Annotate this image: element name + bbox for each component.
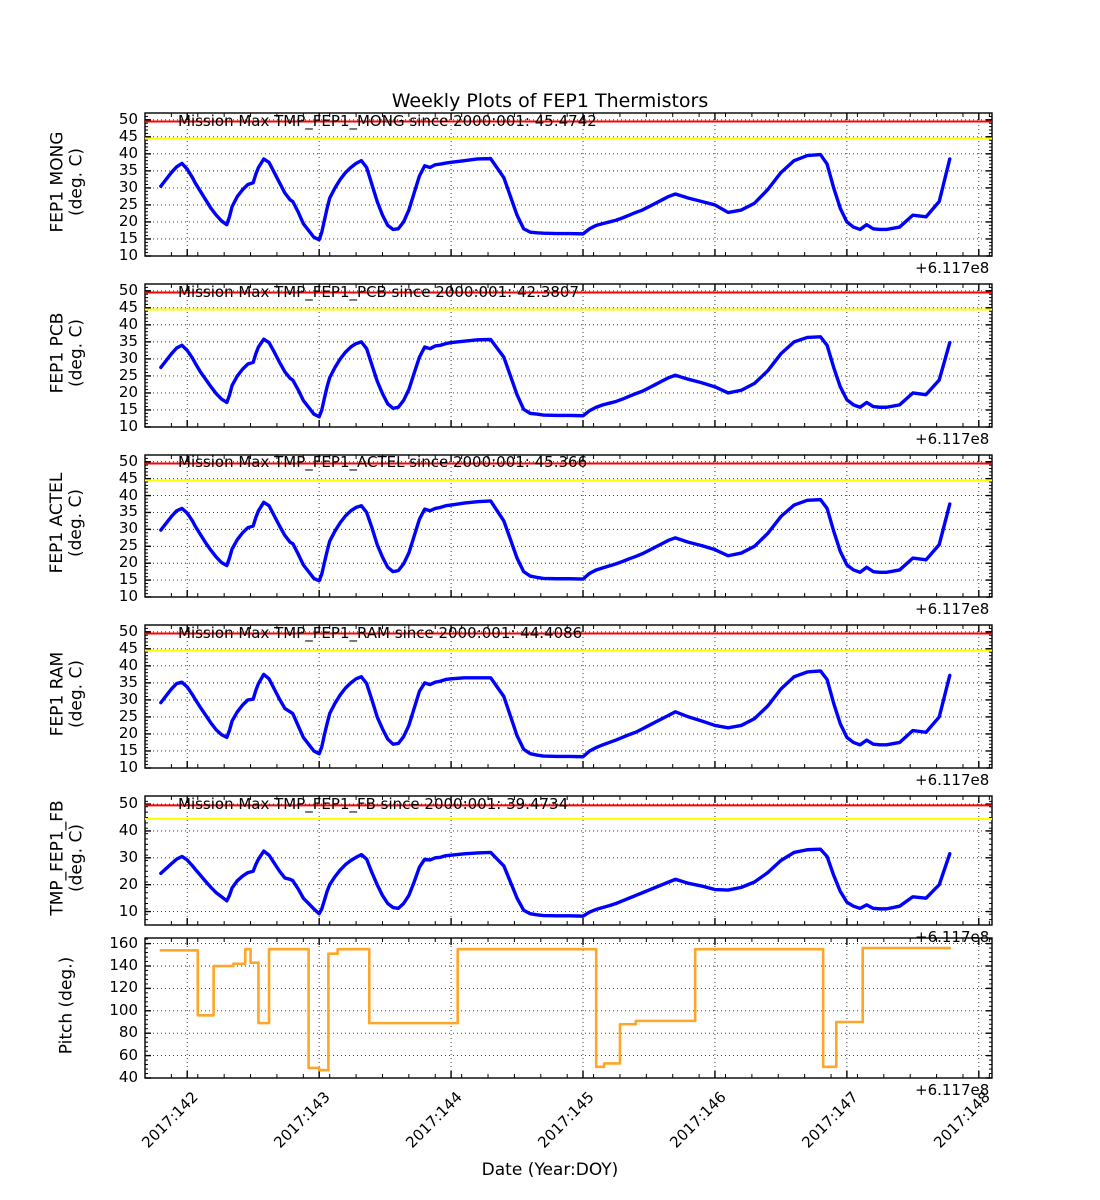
y-tick-label: 30 — [118, 847, 138, 866]
y-tick-label: 140 — [109, 956, 138, 974]
panel-annotation-3: Mission Max TMP_FEP1_ACTEL since 2000:00… — [178, 453, 588, 472]
y-label-line2: (deg. C) — [66, 318, 86, 387]
panel-annotation-5: Mission Max TMP_FEP1_FB since 2000:001: … — [178, 795, 569, 814]
y-tick-label: 100 — [109, 1000, 138, 1019]
y-tick-label: 50 — [118, 451, 138, 470]
y-tick-label: 30 — [118, 689, 138, 708]
panel-annotation-4: Mission Max TMP_FEP1_RAM since 2000:001:… — [178, 623, 583, 642]
y-tick-label: 15 — [118, 399, 138, 418]
y-tick-label: 45 — [118, 468, 138, 487]
y-tick-label: 20 — [118, 553, 138, 572]
y-tick-label: 25 — [118, 194, 138, 213]
y-tick-label: 160 — [109, 933, 138, 952]
y-label-line2: (deg. C) — [66, 659, 86, 728]
y-tick-label: 40 — [118, 655, 138, 674]
y-tick-label: 50 — [118, 280, 138, 299]
figure-title: Weekly Plots of FEP1 Thermistors — [391, 90, 709, 112]
y-tick-label: 25 — [118, 706, 138, 725]
offset-text-panel-3: +6.117e8 — [915, 600, 990, 618]
y-label-line2: (deg. C) — [66, 147, 86, 216]
y-tick-label: 120 — [109, 978, 138, 997]
y-tick-label: 15 — [118, 740, 138, 759]
y-label-line1: FEP1 MONG — [47, 131, 67, 232]
y-tick-label: 20 — [118, 211, 138, 230]
y-label-line1: TMP_FEP1_FB — [47, 799, 67, 916]
y-tick-label: 45 — [118, 126, 138, 145]
y-tick-label: 20 — [118, 382, 138, 401]
panel-annotation-2: Mission Max TMP_FEP1_PCB since 2000:001:… — [178, 282, 580, 301]
y-tick-label: 20 — [118, 723, 138, 742]
y-tick-label: 10 — [118, 901, 138, 920]
y-tick-label: 35 — [118, 672, 138, 691]
y-tick-label: 45 — [118, 638, 138, 657]
panel-annotation-1: Mission Max TMP_FEP1_MONG since 2000:001… — [178, 111, 597, 130]
y-tick-label: 30 — [118, 177, 138, 196]
y-label-line1: FEP1 RAM — [47, 651, 67, 736]
y-tick-label: 25 — [118, 536, 138, 555]
y-label-line1: Pitch (deg.) — [56, 956, 77, 1055]
y-tick-label: 40 — [118, 820, 138, 839]
y-tick-label: 35 — [118, 331, 138, 350]
y-tick-label: 45 — [118, 297, 138, 316]
y-axis-label-panel-6: Pitch (deg.) — [56, 906, 77, 1106]
y-tick-label: 50 — [118, 621, 138, 640]
y-label-line2: (deg. C) — [66, 489, 86, 557]
y-tick-label: 30 — [118, 348, 138, 367]
x-axis-title: Date (Year:DOY) — [481, 1160, 619, 1180]
y-tick-label: 40 — [118, 1068, 138, 1086]
y-tick-label: 15 — [118, 570, 138, 589]
y-tick-label: 10 — [118, 758, 138, 776]
offset-text-panel-2: +6.117e8 — [915, 430, 990, 448]
y-tick-label: 40 — [118, 314, 138, 333]
offset-text-panel-5: +6.117e8 — [915, 928, 990, 946]
y-tick-label: 10 — [118, 246, 138, 264]
y-tick-label: 10 — [118, 587, 138, 605]
y-tick-label: 50 — [118, 794, 138, 813]
y-tick-label: 30 — [118, 519, 138, 538]
y-tick-label: 20 — [118, 874, 138, 893]
y-tick-label: 40 — [118, 485, 138, 504]
y-tick-label: 80 — [118, 1023, 138, 1042]
y-tick-label: 50 — [118, 109, 138, 128]
offset-text-panel-6: +6.117e8 — [915, 1081, 990, 1099]
y-tick-label: 35 — [118, 502, 138, 521]
y-tick-label: 25 — [118, 365, 138, 384]
y-label-line1: FEP1 ACTEL — [47, 472, 67, 574]
y-label-line2: (deg. C) — [66, 823, 86, 892]
y-tick-label: 60 — [118, 1045, 138, 1064]
offset-text-panel-4: +6.117e8 — [915, 771, 990, 789]
offset-text-panel-1: +6.117e8 — [915, 259, 990, 277]
y-tick-label: 40 — [118, 143, 138, 162]
y-tick-label: 35 — [118, 160, 138, 179]
y-tick-label: 10 — [118, 417, 138, 435]
y-label-line1: FEP1 PCB — [47, 312, 67, 393]
y-tick-label: 15 — [118, 228, 138, 247]
